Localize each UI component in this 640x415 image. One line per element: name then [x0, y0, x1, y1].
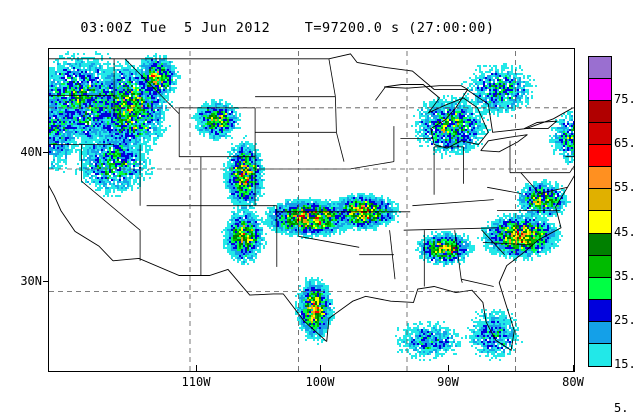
state-boundary [389, 230, 396, 280]
colorbar-band-12 [589, 321, 611, 344]
colorbar-tick-25: 25. [614, 312, 636, 327]
x-tick-mark [320, 365, 321, 371]
state-boundary [335, 96, 337, 133]
colorbar-band-10 [589, 277, 611, 300]
state-boundary [539, 186, 568, 194]
colorbar-band-4 [589, 145, 611, 168]
state-boundary [487, 186, 521, 194]
state-boundary [454, 230, 462, 280]
colorbar-band-8 [589, 233, 611, 256]
colorbar-tick-75: 75. [614, 92, 636, 107]
x-tick-80W: 80W [562, 375, 584, 389]
state-boundary [569, 165, 574, 173]
colorbar-tick-35: 35. [614, 268, 636, 283]
colorbar-band-3 [589, 123, 611, 146]
lake-erie [480, 134, 528, 153]
state-boundary [328, 58, 336, 97]
radar-map-plot [48, 48, 575, 372]
state-boundary [520, 172, 540, 194]
colorbar-tick-15: 15. [614, 357, 636, 371]
state-boundary [461, 278, 494, 287]
x-tick-mark [573, 365, 574, 371]
state-boundary [412, 199, 494, 207]
border-mexico [112, 257, 328, 342]
y-tick-30N: 30N [20, 274, 42, 288]
state-boundary [124, 58, 180, 115]
lake-ontario [523, 120, 558, 130]
y-tick-mark [43, 281, 49, 282]
y-tick-mark [43, 152, 49, 153]
y-tick-40N: 40N [20, 145, 42, 159]
colorbar-band-2 [589, 101, 611, 124]
state-boundary [460, 279, 463, 283]
colorbar-band-5 [589, 167, 611, 190]
colorbar-band-0 [589, 57, 611, 80]
great-lakes [384, 84, 489, 149]
plot-title: 03:00Z Tue 5 Jun 2012 T=97200.0 s (27:00… [80, 20, 495, 36]
x-tick-90W: 90W [437, 375, 459, 389]
border-canada [49, 53, 574, 133]
state-boundary [298, 235, 360, 248]
state-boundary [336, 132, 345, 162]
x-tick-100W: 100W [305, 375, 335, 389]
colorbar-band-9 [589, 255, 611, 278]
colorbar-band-11 [589, 299, 611, 322]
coastline-gulf-atlantic [326, 175, 574, 351]
colorbar [588, 56, 612, 367]
state-boundary [375, 86, 386, 101]
state-boundary [349, 161, 394, 170]
x-tick-mark [196, 365, 197, 371]
colorbar-tick-5: 5. [614, 401, 629, 415]
state-boundary [403, 227, 498, 231]
state-boundary [482, 242, 531, 246]
colorbar-band-7 [589, 211, 611, 234]
x-tick-mark [448, 365, 449, 371]
state-boundary [481, 229, 505, 255]
colorbar-tick-65: 65. [614, 136, 636, 151]
colorbar-tick-45: 45. [614, 224, 636, 239]
colorbar-band-6 [589, 189, 611, 212]
state-boundary [81, 180, 141, 231]
colorbar-band-1 [589, 79, 611, 102]
map-overlay [49, 49, 574, 371]
x-tick-110W: 110W [181, 375, 211, 389]
colorbar-tick-55: 55. [614, 180, 636, 195]
colorbar-band-13 [589, 343, 611, 366]
coastline-pacific [49, 185, 114, 262]
